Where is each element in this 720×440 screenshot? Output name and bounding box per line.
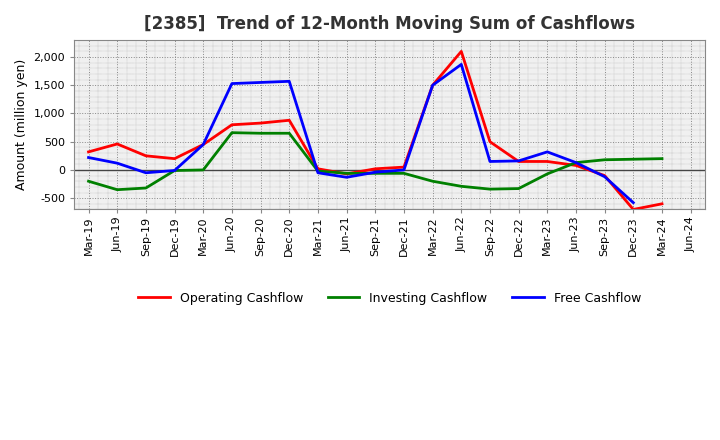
Line: Free Cashflow: Free Cashflow	[89, 64, 634, 203]
Operating Cashflow	[428, 83, 437, 88]
Investing Cashflow	[400, 171, 408, 176]
Operating Cashflow	[256, 121, 265, 126]
Free Cashflow	[457, 62, 466, 67]
Free Cashflow	[514, 158, 523, 164]
Investing Cashflow	[600, 157, 609, 162]
Free Cashflow	[256, 80, 265, 85]
Operating Cashflow	[572, 163, 580, 168]
Investing Cashflow	[228, 130, 236, 136]
Free Cashflow	[600, 174, 609, 180]
Operating Cashflow	[371, 166, 379, 172]
Investing Cashflow	[543, 171, 552, 176]
Operating Cashflow	[629, 207, 638, 212]
Operating Cashflow	[400, 165, 408, 170]
Free Cashflow	[170, 168, 179, 173]
Operating Cashflow	[514, 159, 523, 164]
Operating Cashflow	[314, 166, 323, 172]
Operating Cashflow	[285, 117, 294, 123]
Investing Cashflow	[657, 156, 666, 161]
Legend: Operating Cashflow, Investing Cashflow, Free Cashflow: Operating Cashflow, Investing Cashflow, …	[133, 287, 646, 310]
Investing Cashflow	[84, 179, 93, 184]
Free Cashflow	[428, 83, 437, 88]
Free Cashflow	[543, 149, 552, 154]
Free Cashflow	[400, 167, 408, 172]
Operating Cashflow	[543, 159, 552, 164]
Free Cashflow	[629, 200, 638, 205]
Investing Cashflow	[371, 171, 379, 176]
Operating Cashflow	[228, 122, 236, 128]
Free Cashflow	[113, 161, 122, 166]
Free Cashflow	[572, 160, 580, 165]
Free Cashflow	[485, 159, 494, 164]
Investing Cashflow	[113, 187, 122, 192]
Operating Cashflow	[657, 201, 666, 206]
Title: [2385]  Trend of 12-Month Moving Sum of Cashflows: [2385] Trend of 12-Month Moving Sum of C…	[144, 15, 635, 33]
Free Cashflow	[342, 175, 351, 180]
Free Cashflow	[84, 155, 93, 160]
Investing Cashflow	[314, 169, 323, 174]
Investing Cashflow	[142, 185, 150, 191]
Y-axis label: Amount (million yen): Amount (million yen)	[15, 59, 28, 191]
Investing Cashflow	[256, 131, 265, 136]
Operating Cashflow	[84, 149, 93, 154]
Operating Cashflow	[142, 153, 150, 158]
Investing Cashflow	[170, 168, 179, 173]
Operating Cashflow	[113, 141, 122, 147]
Line: Investing Cashflow: Investing Cashflow	[89, 133, 662, 190]
Free Cashflow	[371, 169, 379, 175]
Free Cashflow	[285, 79, 294, 84]
Operating Cashflow	[600, 173, 609, 178]
Operating Cashflow	[170, 156, 179, 161]
Operating Cashflow	[342, 171, 351, 176]
Investing Cashflow	[514, 186, 523, 191]
Investing Cashflow	[457, 183, 466, 189]
Operating Cashflow	[485, 139, 494, 144]
Free Cashflow	[314, 170, 323, 176]
Free Cashflow	[142, 170, 150, 176]
Investing Cashflow	[485, 187, 494, 192]
Investing Cashflow	[572, 160, 580, 165]
Free Cashflow	[228, 81, 236, 86]
Operating Cashflow	[199, 142, 207, 147]
Investing Cashflow	[629, 157, 638, 162]
Free Cashflow	[199, 142, 207, 147]
Investing Cashflow	[285, 131, 294, 136]
Operating Cashflow	[457, 49, 466, 54]
Investing Cashflow	[342, 171, 351, 176]
Investing Cashflow	[199, 167, 207, 172]
Investing Cashflow	[428, 179, 437, 184]
Line: Operating Cashflow: Operating Cashflow	[89, 51, 662, 209]
